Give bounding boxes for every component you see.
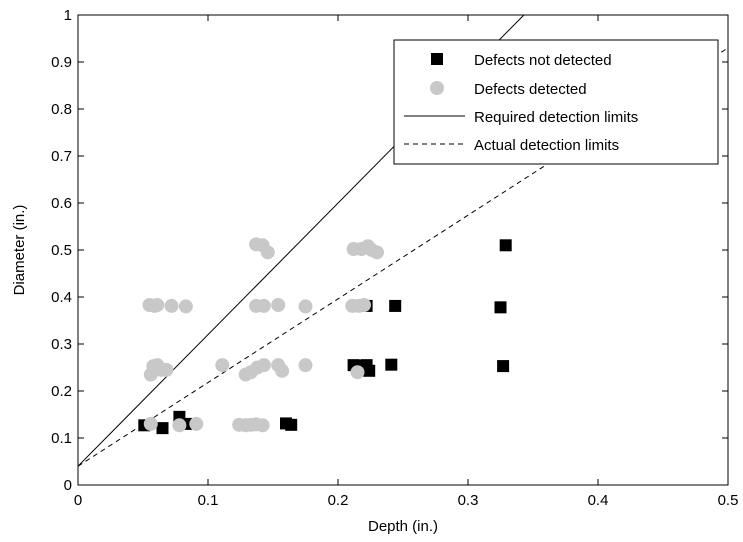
point-not-detected <box>363 364 376 377</box>
point-detected <box>159 362 174 377</box>
series-line-3 <box>78 47 728 467</box>
y-tick-label: 0.3 <box>51 336 72 353</box>
point-detected <box>357 297 371 312</box>
legend: Defects not detected Defects detected Re… <box>393 39 719 165</box>
point-detected <box>298 358 313 373</box>
x-tick-label: 0.2 <box>328 492 349 509</box>
point-detected <box>256 298 271 313</box>
point-detected <box>215 358 230 373</box>
y-tick-label: 0 <box>64 477 72 494</box>
legend-marker-detected <box>430 81 444 95</box>
x-tick-label: 0.1 <box>198 492 219 509</box>
point-detected <box>275 363 290 378</box>
y-tick-label: 0.6 <box>51 195 72 212</box>
legend-label-detected: Defects detected <box>474 81 587 98</box>
point-detected <box>150 297 165 312</box>
x-tick-label: 0.4 <box>588 492 609 509</box>
point-detected <box>260 245 275 260</box>
point-not-detected <box>499 239 512 252</box>
point-not-detected <box>389 299 402 312</box>
x-tick-label: 0 <box>74 492 82 509</box>
point-not-detected <box>385 358 398 371</box>
x-tick-label: 0.5 <box>718 492 739 509</box>
y-tick-label: 0.5 <box>51 242 72 259</box>
y-axis-ticks: 0 0.1 0.2 0.3 0.4 0.5 0.6 0.7 0.8 0.9 1 <box>51 7 728 494</box>
y-tick-label: 0.2 <box>51 383 72 400</box>
point-detected <box>172 418 187 433</box>
legend-marker-not-detected <box>431 53 443 65</box>
y-tick-label: 1 <box>64 7 72 24</box>
point-detected <box>370 245 384 260</box>
x-axis-label: Depth (in.) <box>368 518 438 535</box>
point-detected <box>256 358 271 373</box>
point-not-detected <box>285 418 298 431</box>
y-axis-label: Diameter (in.) <box>11 205 28 296</box>
legend-box <box>393 39 719 165</box>
point-detected <box>164 298 179 313</box>
point-detected <box>255 418 270 433</box>
point-detected <box>143 416 158 431</box>
y-tick-label: 0.7 <box>51 148 72 165</box>
point-not-detected <box>494 301 507 314</box>
y-tick-label: 0.1 <box>51 430 72 447</box>
point-detected <box>271 297 286 312</box>
x-tick-label: 0.3 <box>458 492 479 509</box>
legend-label-required: Required detection limits <box>474 109 638 126</box>
point-not-detected <box>156 422 169 435</box>
x-axis-ticks: 0 0.1 0.2 0.3 0.4 0.5 <box>74 15 739 509</box>
y-tick-label: 0.4 <box>51 289 72 306</box>
y-tick-label: 0.8 <box>51 101 72 118</box>
point-detected <box>298 299 313 314</box>
legend-label-not-detected: Defects not detected <box>474 52 612 69</box>
plot-area <box>78 15 728 467</box>
y-tick-label: 0.9 <box>51 54 72 71</box>
point-detected <box>189 416 204 431</box>
legend-label-actual: Actual detection limits <box>474 137 619 154</box>
point-detected <box>350 365 365 380</box>
point-not-detected <box>497 360 510 373</box>
point-detected <box>178 299 193 314</box>
